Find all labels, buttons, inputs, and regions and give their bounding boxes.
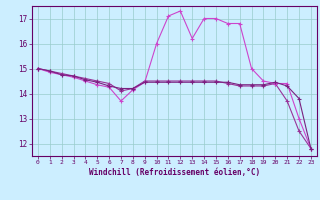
X-axis label: Windchill (Refroidissement éolien,°C): Windchill (Refroidissement éolien,°C) [89, 168, 260, 177]
